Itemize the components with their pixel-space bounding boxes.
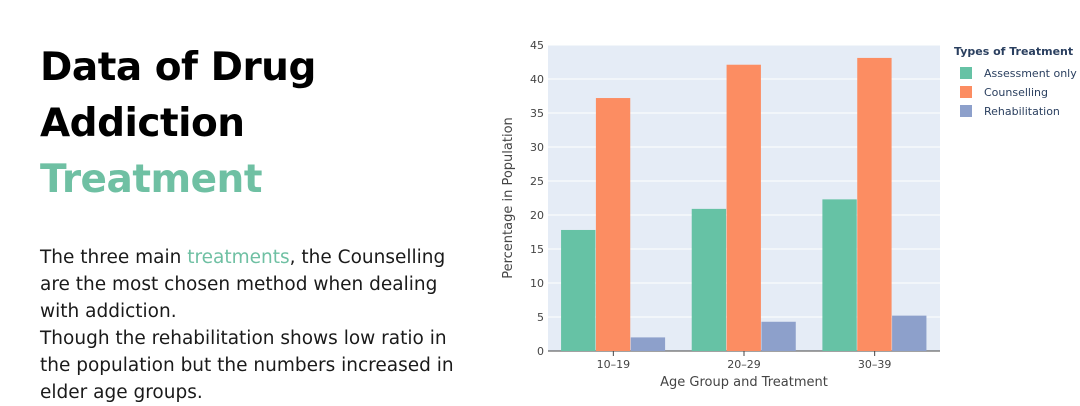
bar [691, 208, 727, 351]
description-part-1: The three main [40, 247, 188, 268]
x-tick-label: 10–19 [597, 358, 631, 371]
legend-title: Types of Treatment [954, 45, 1073, 58]
bar [857, 57, 892, 352]
y-tick-label: 5 [537, 311, 544, 324]
legend-entry: Counselling [984, 86, 1048, 99]
page-title: Data of Drug Addiction Treatment [40, 40, 470, 208]
legend-swatch [960, 86, 972, 98]
y-tick-label: 35 [530, 107, 544, 120]
y-tick-label: 40 [530, 73, 544, 86]
description-paragraph-2: Though the rehabilitation shows low rati… [40, 328, 454, 403]
x-tick-label: 20–29 [727, 358, 761, 371]
bar [761, 321, 796, 351]
y-tick-label: 45 [530, 39, 544, 52]
bar [726, 64, 761, 351]
y-tick-label: 0 [537, 345, 544, 358]
description-part-2: , the Counselling are the most chosen me… [40, 247, 446, 322]
bar [630, 337, 666, 351]
text-panel: Data of Drug Addiction Treatment The thr… [40, 40, 470, 406]
y-axis-title: Percentage in Population [501, 117, 516, 279]
y-tick-label: 20 [530, 209, 544, 222]
bar [822, 199, 857, 351]
title-accent-word: Treatment [40, 157, 262, 202]
title-line-1: Data of Drug [40, 45, 316, 90]
legend-entry: Rehabilitation [984, 105, 1060, 118]
x-axis-title: Age Group and Treatment [660, 375, 828, 390]
y-tick-label: 15 [530, 243, 544, 256]
legend-swatch [960, 105, 972, 117]
description-paragraph-1: The three main treatments, the Counselli… [40, 244, 470, 325]
description-accent-word: treatments [187, 247, 290, 268]
y-tick-label: 10 [530, 277, 544, 290]
legend-swatch [960, 67, 972, 79]
y-tick-label: 30 [530, 141, 544, 154]
y-tick-label: 25 [530, 175, 544, 188]
x-tick-label: 30–39 [858, 358, 892, 371]
bar-chart: 0 5 10 15 20 25 30 35 40 45 10–19 20–29 30–39 Age Gro… [501, 39, 1077, 390]
description-text: The three main treatments, the Counselli… [40, 244, 470, 406]
bar [892, 315, 927, 351]
bar [595, 98, 631, 351]
legend-entry: Assessment only [984, 67, 1077, 80]
bar [561, 229, 596, 351]
title-line-2-plain: Addiction [40, 101, 245, 146]
